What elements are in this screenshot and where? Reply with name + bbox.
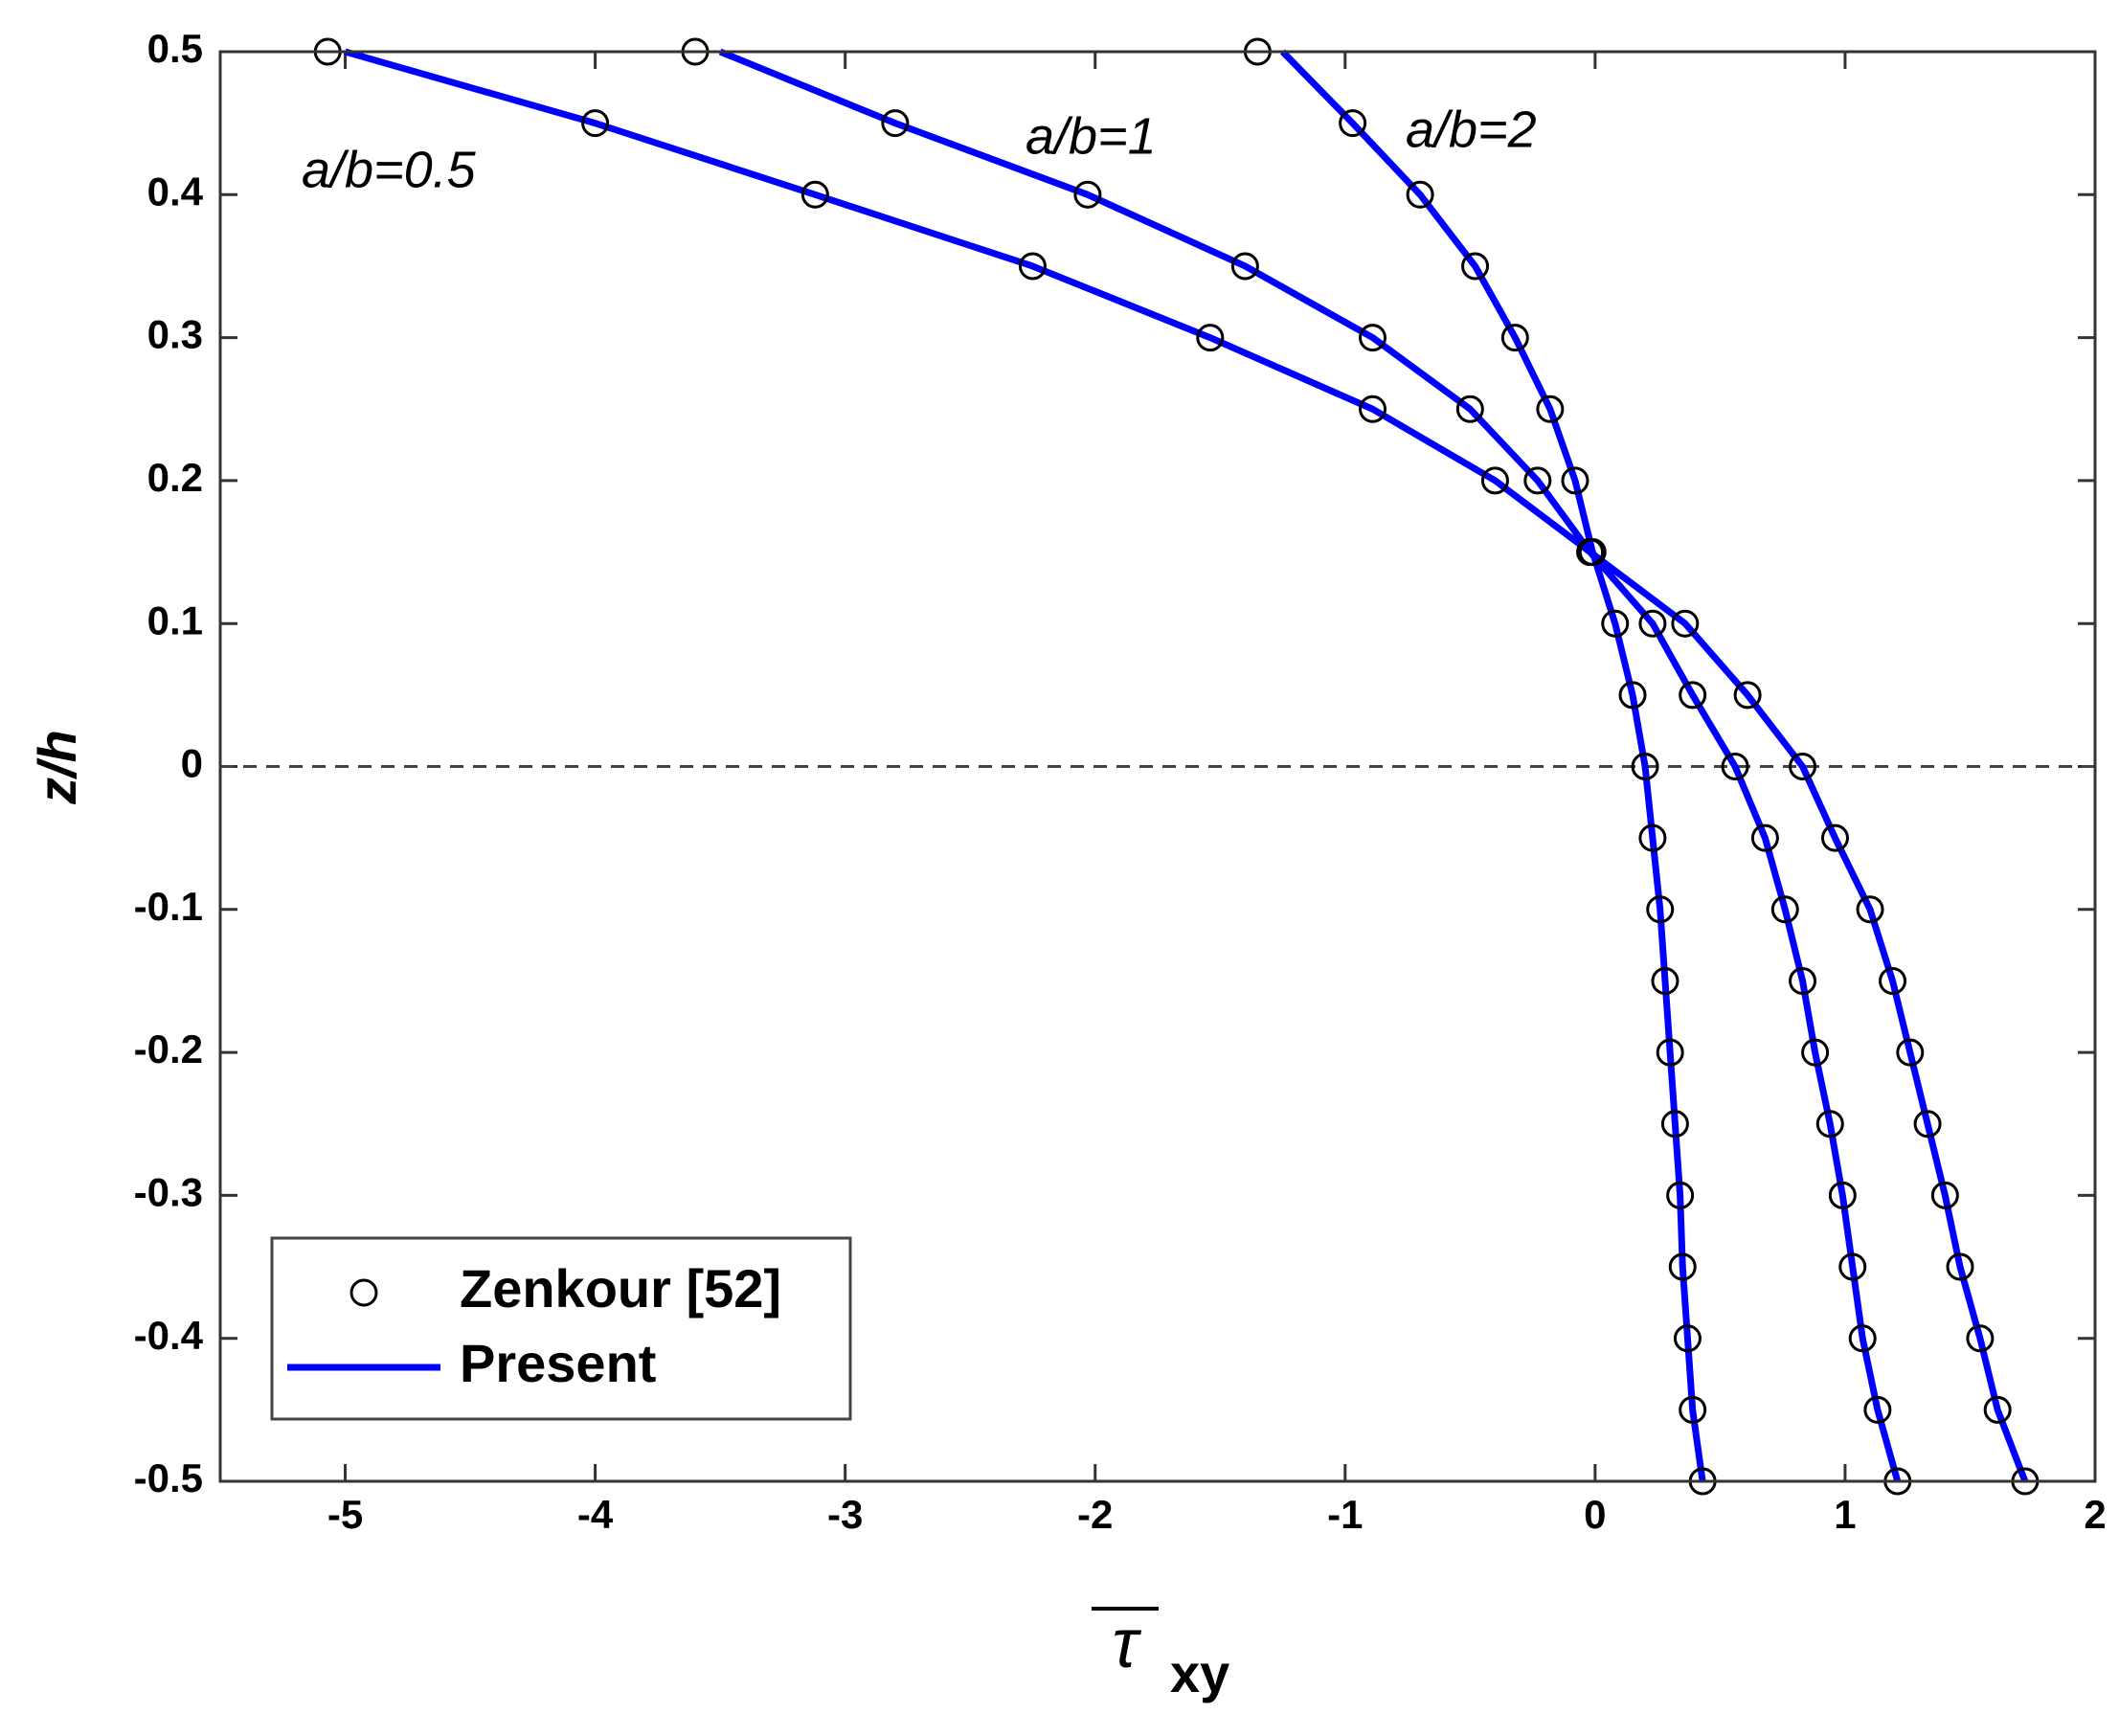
axes-layer: -5 -4 -3 -2 -1 0 1 2 0.5 0.4 0.3 0.2 0.1 0 -0.1 -0.2 -0.… [134,26,2107,1537]
y-tick-label: -0.2 [134,1026,203,1071]
x-tick-label: 0 [1584,1492,1606,1537]
legend: Zenkour [52] Present [270,1236,852,1421]
curve-line [718,48,1902,1482]
legend-box [270,1236,852,1421]
data-point [1913,1110,1942,1139]
data-point [1018,252,1047,281]
data-point [1073,180,1102,209]
data-point [1646,895,1675,924]
y-tick-label: -0.4 [134,1313,204,1358]
data-point [1656,1038,1684,1067]
data-point [1801,1038,1830,1067]
data-point [1863,1395,1892,1424]
x-tick-label: -5 [327,1492,363,1537]
data-point [1668,1252,1697,1281]
data-point [1638,609,1667,638]
curve-line [1280,49,1706,1482]
data-point [1828,1181,1857,1209]
data-point [1820,823,1849,852]
data-point [1789,966,1817,995]
data-point [1638,823,1667,852]
data-point [1856,895,1884,924]
x-axis-label: τ [1113,1606,1142,1682]
data-point [1848,1324,1877,1353]
data-point [1536,395,1565,423]
x-tick-label: 1 [1834,1492,1856,1537]
y-tick-label: 0.2 [147,455,203,500]
data-point [1523,466,1552,495]
legend-label: Present [460,1333,656,1393]
x-tick-label: -3 [827,1492,863,1537]
axes-box [218,50,2097,1483]
data-point [1679,1395,1707,1424]
x-axis-label-subscript: xy [1170,1643,1229,1703]
data-point [581,109,610,138]
data-point [1896,1038,1925,1067]
data-point [1666,1181,1695,1209]
data-point [1480,466,1509,495]
data-point [1930,1181,1959,1209]
y-tick-label: 0.3 [147,312,203,357]
x-tick-label: -4 [577,1492,614,1537]
y-tick-label: 0.1 [147,597,203,643]
x-tick-label: -2 [1077,1492,1113,1537]
x-tick-label: 2 [2084,1492,2106,1537]
curve-line [344,48,2029,1483]
annotation: a/b=1 [1026,107,1157,165]
data-point [1455,395,1484,423]
y-axis-label: z/h [27,730,87,805]
data-point [800,180,829,209]
data-point [1461,252,1490,281]
data-layer [313,37,2040,1496]
data-point [1359,395,1387,423]
data-point [1983,1395,2012,1424]
y-tick-label: 0.5 [147,26,203,71]
y-tick-label: 0.4 [147,169,204,214]
data-point [1673,1324,1702,1353]
data-point [1196,324,1225,352]
data-point [881,109,910,138]
data-point [1946,1252,1974,1281]
data-point [1601,609,1630,638]
y-tick-label: -0.1 [134,884,203,929]
data-point [1838,1252,1867,1281]
data-point [1966,1324,1995,1353]
data-point [1750,823,1779,852]
legend-label: Zenkour [52] [460,1258,781,1319]
data-point [1879,966,1907,995]
data-point [1500,324,1529,352]
data-point [1815,1110,1844,1139]
annotation: a/b=2 [1406,101,1537,158]
data-point [1578,538,1607,567]
data-point [1671,609,1700,638]
data-point [1789,753,1817,780]
legend-marker [349,1278,378,1307]
data-point [1733,681,1762,710]
data-point [1651,966,1679,995]
data-point [1359,324,1387,352]
data-point [1230,252,1259,281]
data-point [1721,753,1749,780]
data-point [1631,753,1659,780]
data-point [1406,180,1434,209]
data-point [1660,1110,1689,1139]
annotation: a/b=0.5 [302,141,477,198]
data-point [1561,466,1589,495]
data-point [1339,109,1367,138]
data-point [1618,681,1647,710]
y-tick-label: -0.3 [134,1169,203,1214]
x-tick-label: -1 [1327,1492,1363,1537]
data-point [1770,895,1799,924]
data-point [1679,681,1707,710]
y-tick-label: 0 [181,741,203,786]
y-tick-label: -0.5 [134,1455,203,1500]
